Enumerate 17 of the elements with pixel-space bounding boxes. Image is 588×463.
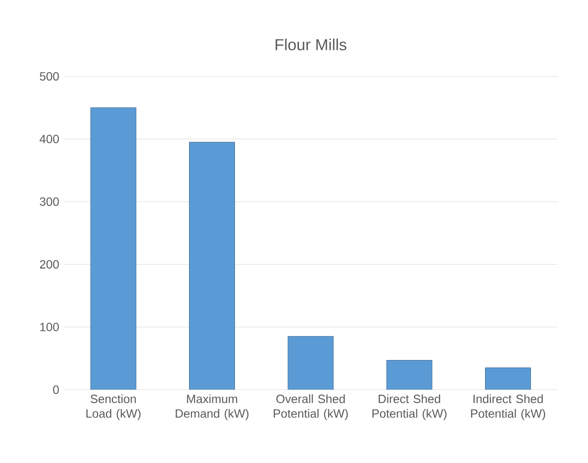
y-tick-label: 400	[40, 134, 59, 144]
y-tick-label: 100	[40, 322, 59, 332]
x-tick-label: Senction Load (kW)	[86, 394, 140, 420]
bar	[485, 367, 531, 390]
x-tick-label: Indirect Shed Potential (kW)	[471, 394, 546, 420]
bar	[288, 336, 334, 390]
bar	[189, 142, 235, 390]
x-tick-label: Direct Shed Potential (kW)	[372, 394, 446, 420]
y-tick-label: 0	[53, 385, 59, 394]
x-tick-label: Overall Shed Potential (kW)	[274, 394, 348, 420]
y-tick-label: 200	[40, 260, 59, 269]
x-tick-label: Maximum Demand (kW)	[176, 394, 248, 420]
y-tick-label: 300	[40, 197, 59, 206]
bar	[90, 107, 136, 390]
y-tick-label: 500	[40, 72, 59, 81]
bar	[386, 360, 432, 390]
chart-title: Flour Mills	[276, 38, 346, 50]
